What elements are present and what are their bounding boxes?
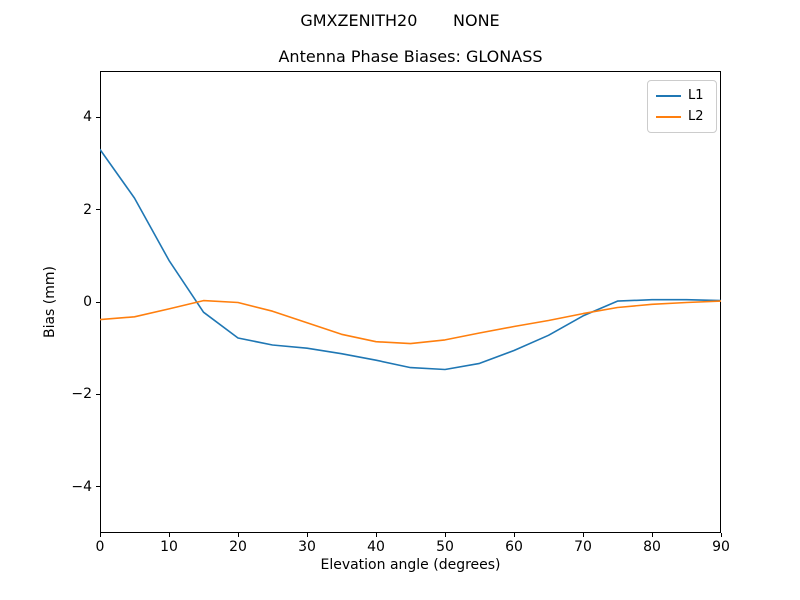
y-tick-label-2: 2 — [83, 201, 92, 218]
y-tick-label--2: −2 — [71, 386, 92, 403]
y-tick-label-0: 0 — [83, 294, 92, 310]
axes-spines — [100, 71, 721, 533]
x-axis-label: Elevation angle (degrees) — [320, 557, 501, 573]
y-tick-4 — [96, 116, 100, 118]
x-tick-label-80: 80 — [643, 539, 661, 555]
x-tick-90 — [720, 533, 722, 537]
x-tick-label-60: 60 — [505, 539, 523, 555]
x-tick-label-10: 10 — [160, 539, 178, 555]
x-tick-label-20: 20 — [229, 539, 247, 555]
y-tick-2 — [96, 209, 100, 211]
x-tick-0 — [99, 533, 101, 537]
x-tick-20 — [237, 533, 239, 537]
series-line-l1 — [100, 148, 721, 371]
legend: L1 L2 — [647, 80, 717, 133]
l2-line-swatch — [656, 115, 681, 118]
chart-title: Antenna Phase Biases: GLONASS — [278, 47, 543, 66]
l1-line-swatch — [656, 95, 681, 98]
x-tick-50 — [444, 533, 446, 537]
y-tick--2 — [96, 393, 100, 395]
legend-item-l1: L1 — [656, 87, 708, 105]
legend-label-l2: L2 — [688, 108, 704, 124]
x-tick-60 — [513, 533, 515, 537]
y-tick-label-4: 4 — [83, 109, 92, 126]
series-line-l2 — [100, 299, 721, 345]
y-tick-label--4: −4 — [71, 478, 92, 495]
x-tick-80 — [651, 533, 653, 537]
y-tick--4 — [96, 486, 100, 488]
x-tick-label-70: 70 — [574, 539, 592, 555]
x-tick-label-0: 0 — [95, 539, 105, 555]
suptitle: GMXZENITH20 NONE — [300, 11, 500, 30]
y-tick-0 — [96, 301, 100, 303]
x-tick-40 — [375, 533, 377, 537]
y-axis-label: Bias (mm) — [42, 265, 58, 339]
x-tick-30 — [306, 533, 308, 537]
plot-area — [100, 71, 721, 533]
legend-item-l2: L2 — [656, 108, 708, 126]
x-tick-label-90: 90 — [712, 539, 730, 555]
legend-label-l1: L1 — [688, 88, 704, 104]
x-tick-label-40: 40 — [367, 539, 385, 555]
plot-canvas — [100, 71, 721, 533]
x-tick-label-50: 50 — [436, 539, 454, 555]
x-tick-70 — [582, 533, 584, 537]
x-tick-10 — [168, 533, 170, 537]
x-tick-label-30: 30 — [298, 539, 316, 555]
